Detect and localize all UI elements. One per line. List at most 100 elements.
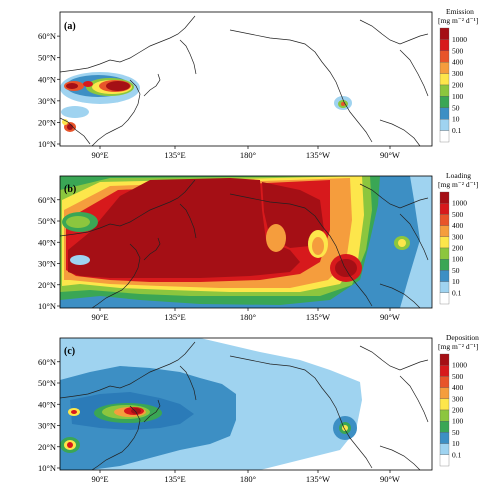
- legend-level-label: 1000: [452, 35, 467, 44]
- legend-swatch: [439, 247, 450, 260]
- legend-swatch: [439, 214, 450, 226]
- legend-swatch: [439, 353, 450, 366]
- coastlines-c: [60, 341, 429, 470]
- legend-swatch: [439, 96, 450, 108]
- lat-tick-label: 10°N: [38, 139, 56, 149]
- lat-tick-label: 10°N: [38, 301, 56, 311]
- legend-level-label: 0.1: [452, 288, 462, 297]
- legend-level-label: 500: [452, 372, 464, 381]
- lat-tick-label: 10°N: [38, 463, 56, 473]
- legend-level-label: 300: [452, 394, 464, 403]
- legend-unit: [mg m⁻² d⁻¹]: [438, 342, 478, 351]
- legend-level-label: 50: [452, 428, 460, 437]
- legend-swatch: [439, 443, 450, 455]
- loading-namerica-core: [335, 259, 357, 277]
- lon-tick-label: 90°W: [380, 150, 400, 160]
- lon-tick-label: 90°W: [380, 312, 400, 322]
- lon-tick-label: 90°E: [91, 312, 108, 322]
- legend-swatch: [439, 203, 450, 215]
- legend-level-label: 500: [452, 210, 464, 219]
- lon-tick-label: 135°E: [164, 150, 185, 160]
- lon-tick-label: 135°W: [306, 474, 330, 484]
- legend-swatch: [439, 236, 450, 249]
- lat-tick-label: 20°N: [38, 442, 56, 452]
- lat-tick-label: 40°N: [38, 237, 56, 247]
- legend-level-label: 200: [452, 244, 464, 253]
- emission-asia-sources: [60, 72, 140, 132]
- lon-tick-label: 180°: [240, 150, 256, 160]
- lon-tick-label: 90°E: [91, 474, 108, 484]
- lat-tick-label: 30°N: [38, 259, 56, 269]
- legend-swatch: [439, 27, 450, 40]
- legend-level-label: 10: [452, 277, 460, 286]
- legend-swatch: [439, 270, 450, 282]
- loading-feature-orange-1: [266, 224, 286, 252]
- loading-east-yellow: [398, 239, 406, 247]
- legend-swatch: [439, 107, 450, 120]
- lon-tick-label: 90°W: [380, 474, 400, 484]
- legend-level-label: 200: [452, 406, 464, 415]
- loading-west-pocket: [70, 255, 90, 265]
- panel-loading: (b): [59, 175, 433, 309]
- lat-tick-label: 50°N: [38, 53, 56, 63]
- lat-tick-label: 60°N: [38, 31, 56, 41]
- lat-tick-label: 50°N: [38, 216, 56, 226]
- loading-feature-orange-2: [312, 237, 324, 255]
- lon-tick-label: 180°: [240, 474, 256, 484]
- legend-swatch: [439, 73, 450, 86]
- legend-swatch: [439, 119, 450, 131]
- legend-level-label: 50: [452, 266, 460, 275]
- legend-swatch: [439, 259, 450, 271]
- lat-tick-label: 40°N: [38, 399, 56, 409]
- legend-unit: [mg m⁻² d⁻¹]: [438, 16, 478, 25]
- lon-tick-label: 180°: [240, 312, 256, 322]
- lon-tick-label: 135°W: [306, 312, 330, 322]
- legend-swatch: [439, 130, 450, 143]
- legend-level-label: 400: [452, 221, 464, 230]
- lat-tick-label: 60°N: [38, 357, 56, 367]
- deposition-south-red: [67, 442, 73, 448]
- lon-tick-label: 135°E: [164, 312, 185, 322]
- panel-a-label: (a): [64, 21, 76, 32]
- legend-level-label: 50: [452, 103, 460, 112]
- lon-tick-label: 90°E: [91, 150, 108, 160]
- legend-swatch: [439, 84, 450, 97]
- lon-tick-label: 135°E: [164, 474, 185, 484]
- loading-plume-core: [68, 178, 300, 278]
- legend-swatch: [439, 225, 450, 237]
- legend-swatch: [439, 50, 450, 63]
- lat-tick-label: 30°N: [38, 96, 56, 106]
- legend-level-label: 500: [452, 46, 464, 55]
- panel-deposition: (c): [59, 337, 433, 471]
- legend-swatch: [439, 62, 450, 74]
- legend-unit: [mg m⁻² d⁻¹]: [438, 180, 478, 189]
- emission-namerica-sources: [334, 96, 352, 110]
- legend-level-label: 300: [452, 232, 464, 241]
- legend-swatch: [439, 281, 450, 293]
- legend-swatch: [439, 376, 450, 388]
- panel-b-label: (b): [64, 184, 76, 195]
- legend-level-label: 0.1: [452, 126, 462, 135]
- legend-layer: Emission[mg m⁻² d⁻¹]10005004003002001005…: [438, 7, 479, 467]
- legend-swatch: [439, 387, 450, 399]
- lat-tick-label: 30°N: [38, 421, 56, 431]
- legend-swatch: [439, 409, 450, 422]
- deposition-west-spot-red: [71, 410, 77, 414]
- legend-level-label: 100: [452, 92, 464, 101]
- lon-tick-label: 135°W: [306, 150, 330, 160]
- legend-level-label: 100: [452, 255, 464, 264]
- legend-level-label: 400: [452, 383, 464, 392]
- panel-c-label: (c): [64, 346, 75, 357]
- coastlines-a: [60, 15, 429, 146]
- lat-tick-label: 40°N: [38, 74, 56, 84]
- axes-layer: 60°N 50°N 40°N 30°N 20°N 10°N 90°E 135°E 180° 135…: [38, 31, 400, 484]
- legend-title: Loading: [446, 171, 471, 180]
- legend-level-label: 100: [452, 417, 464, 426]
- legend-level-label: 300: [452, 69, 464, 78]
- legend-swatch: [439, 432, 450, 444]
- legend-level-label: 10: [452, 115, 460, 124]
- legend-level-label: 400: [452, 58, 464, 67]
- loading-east-light: [400, 176, 432, 308]
- loading-west-lobe-inner: [66, 216, 90, 228]
